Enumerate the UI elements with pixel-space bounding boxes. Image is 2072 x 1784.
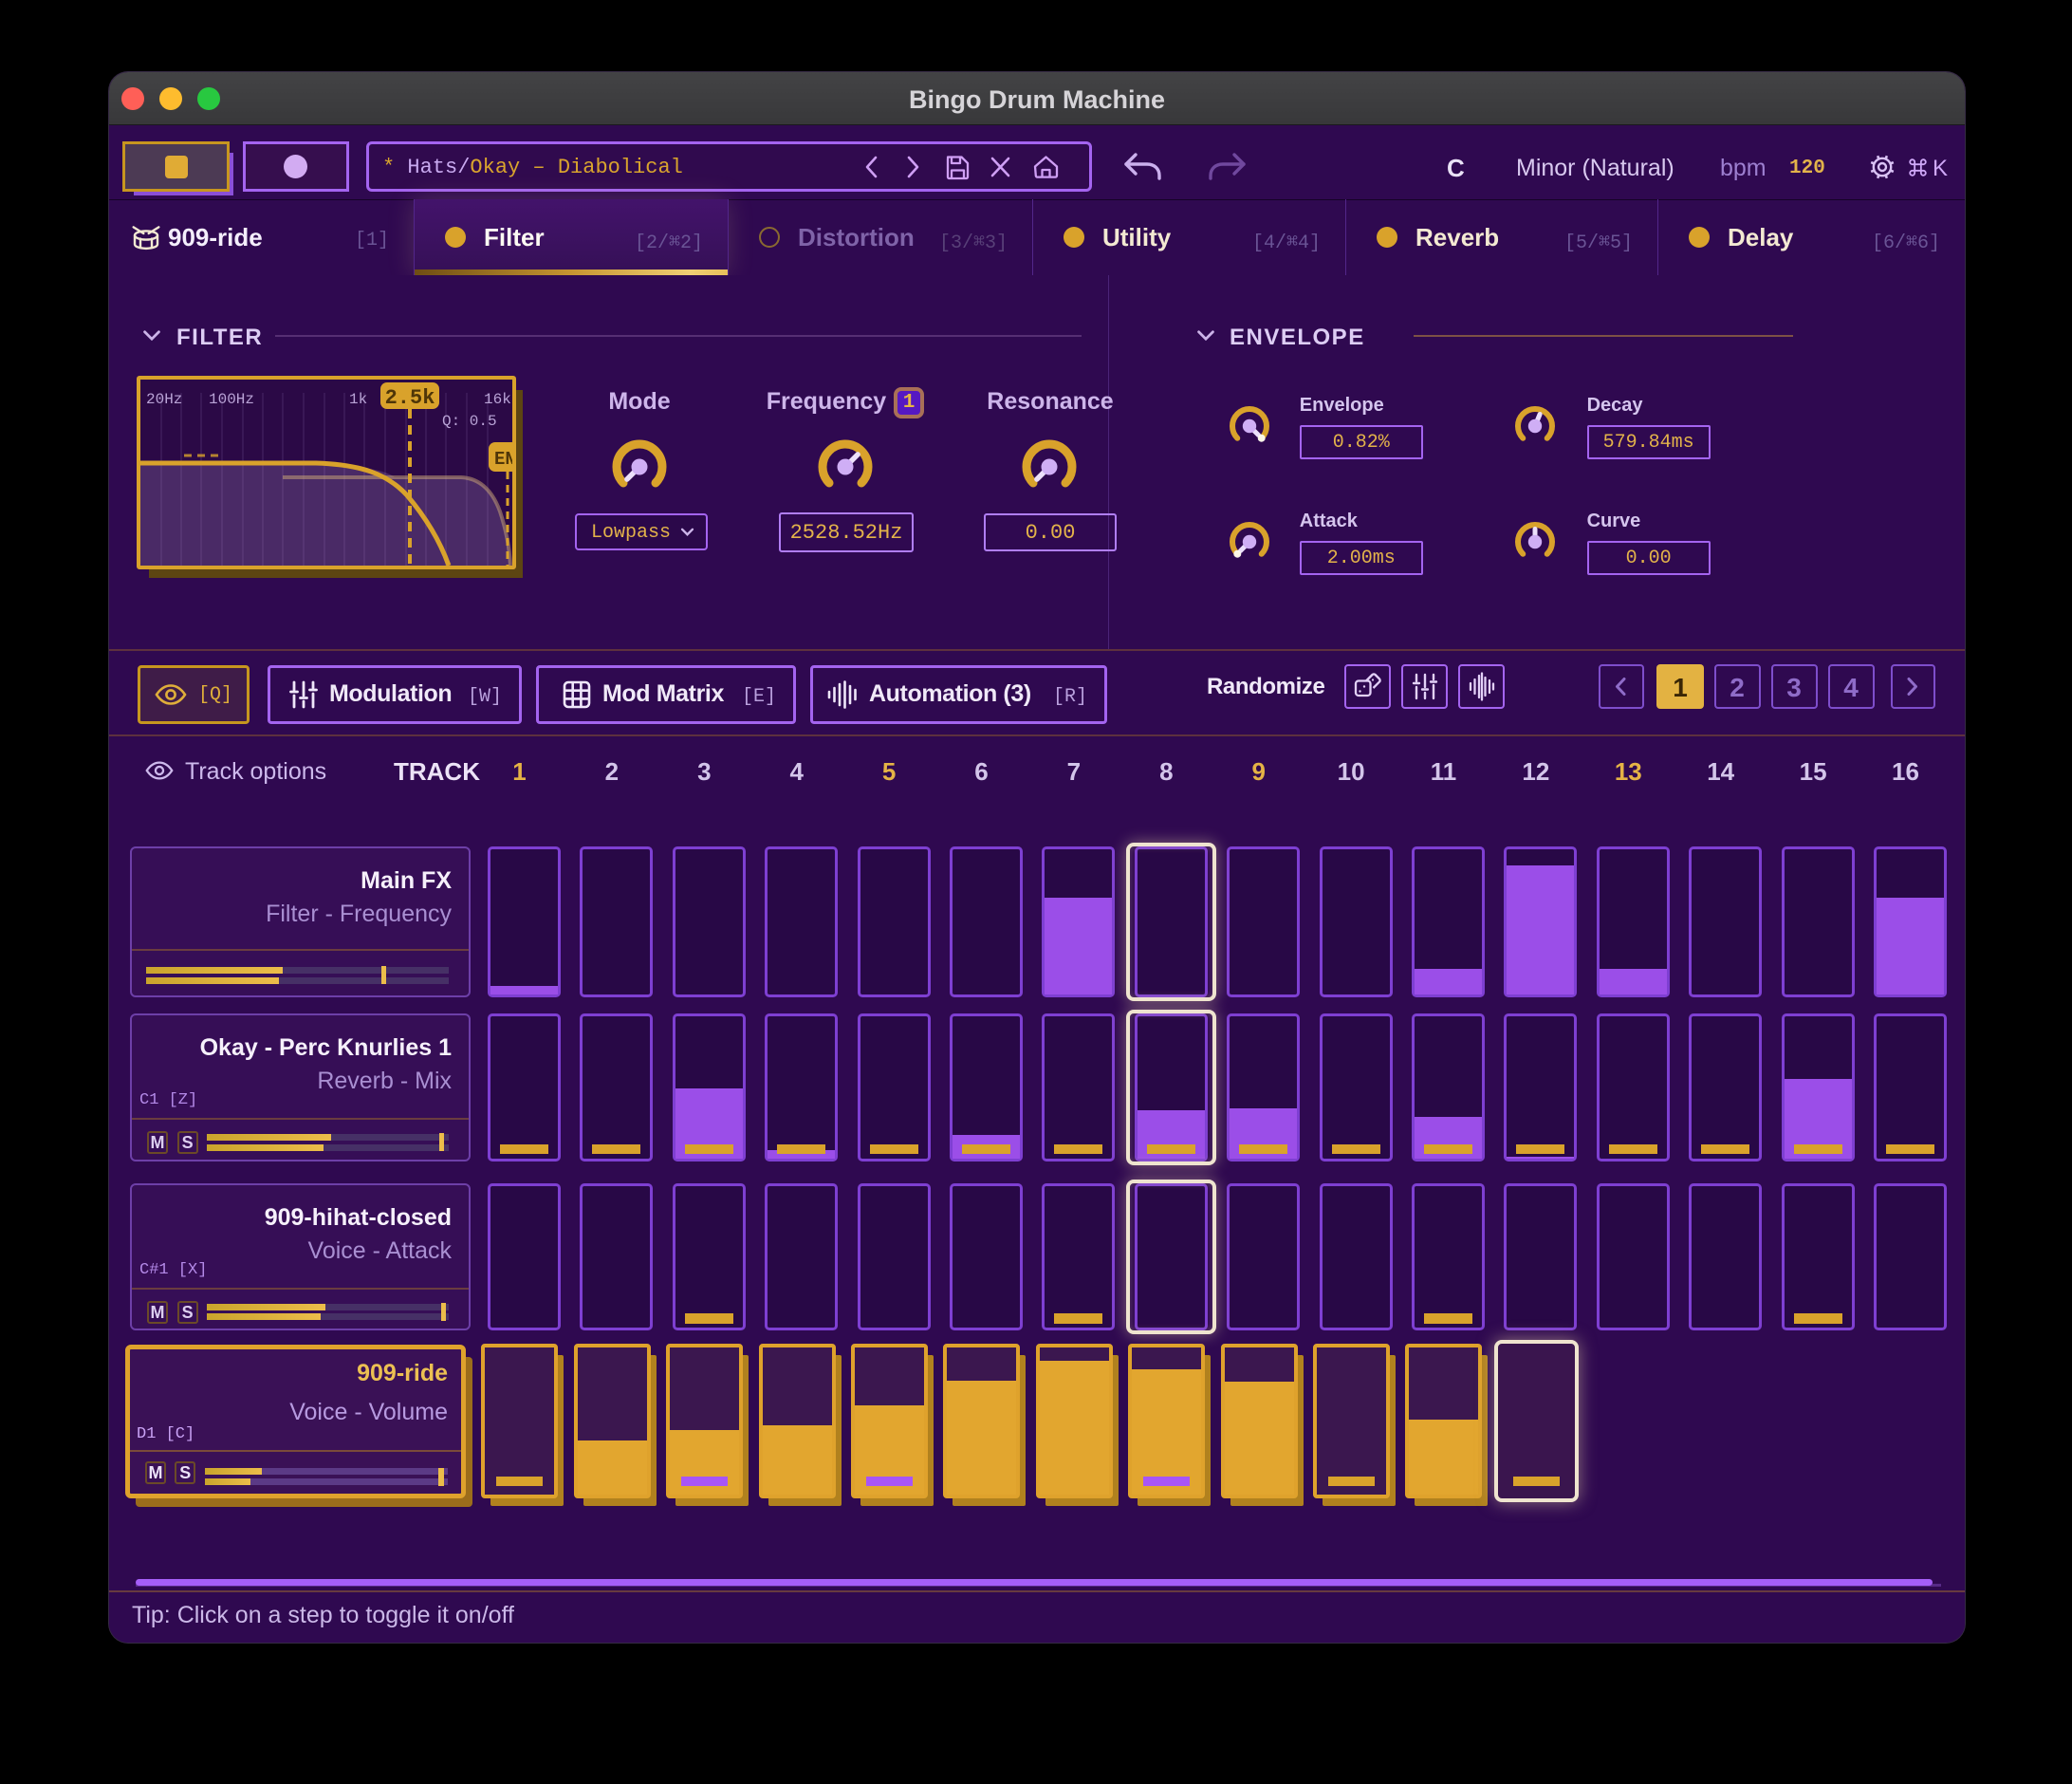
- svg-text:16k: 16k: [484, 391, 511, 408]
- svg-text:1k: 1k: [349, 391, 367, 408]
- svg-text:2.5k: 2.5k: [385, 386, 435, 410]
- svg-text:20Hz: 20Hz: [146, 391, 182, 408]
- svg-text:100Hz: 100Hz: [209, 391, 254, 408]
- svg-text:Q: 0.5: Q: 0.5: [442, 413, 497, 430]
- svg-text:EN: EN: [494, 449, 516, 470]
